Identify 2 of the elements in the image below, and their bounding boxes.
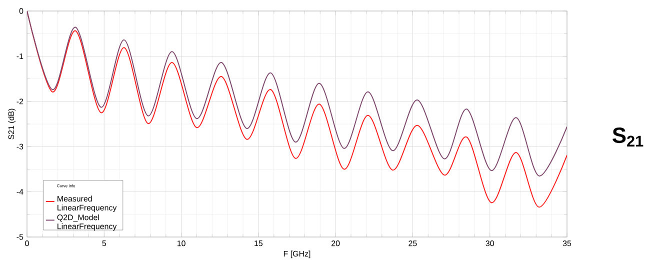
text: S$_{21}$ xyxy=(612,128,644,146)
line-series xyxy=(27,11,568,176)
